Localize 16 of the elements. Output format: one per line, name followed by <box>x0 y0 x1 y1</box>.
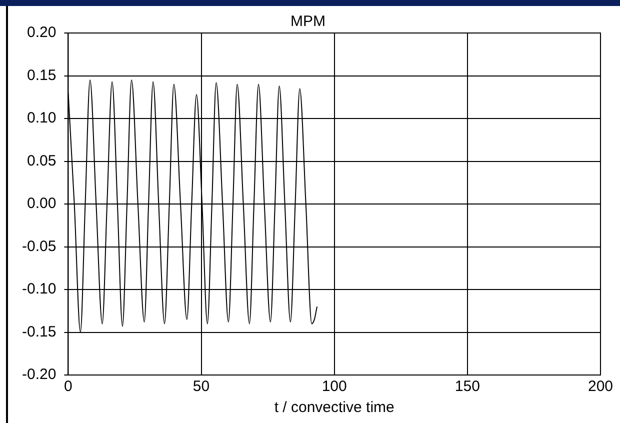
chart-title: MPM <box>290 13 326 30</box>
y-tick-label: 0.15 <box>26 66 56 84</box>
y-tick-label: 0.10 <box>26 110 56 127</box>
x-axis-title: t / convective time <box>274 399 394 416</box>
y-tick-label: 0.20 <box>26 24 56 42</box>
y-tick-label: -0.15 <box>22 323 56 340</box>
x-tick-label: 0 <box>64 378 72 396</box>
x-tick-label: 150 <box>454 378 480 396</box>
y-tick-label: -0.10 <box>22 280 56 298</box>
y-tick-label: -0.05 <box>22 238 56 255</box>
x-tick-label: 100 <box>322 378 347 396</box>
y-tick-label: -0.20 <box>22 366 56 384</box>
y-tick-label: 0.05 <box>26 152 56 170</box>
x-tick-label: 200 <box>588 378 613 396</box>
y-tick-label: 0.00 <box>26 195 56 212</box>
x-tick-label: 50 <box>192 378 210 396</box>
